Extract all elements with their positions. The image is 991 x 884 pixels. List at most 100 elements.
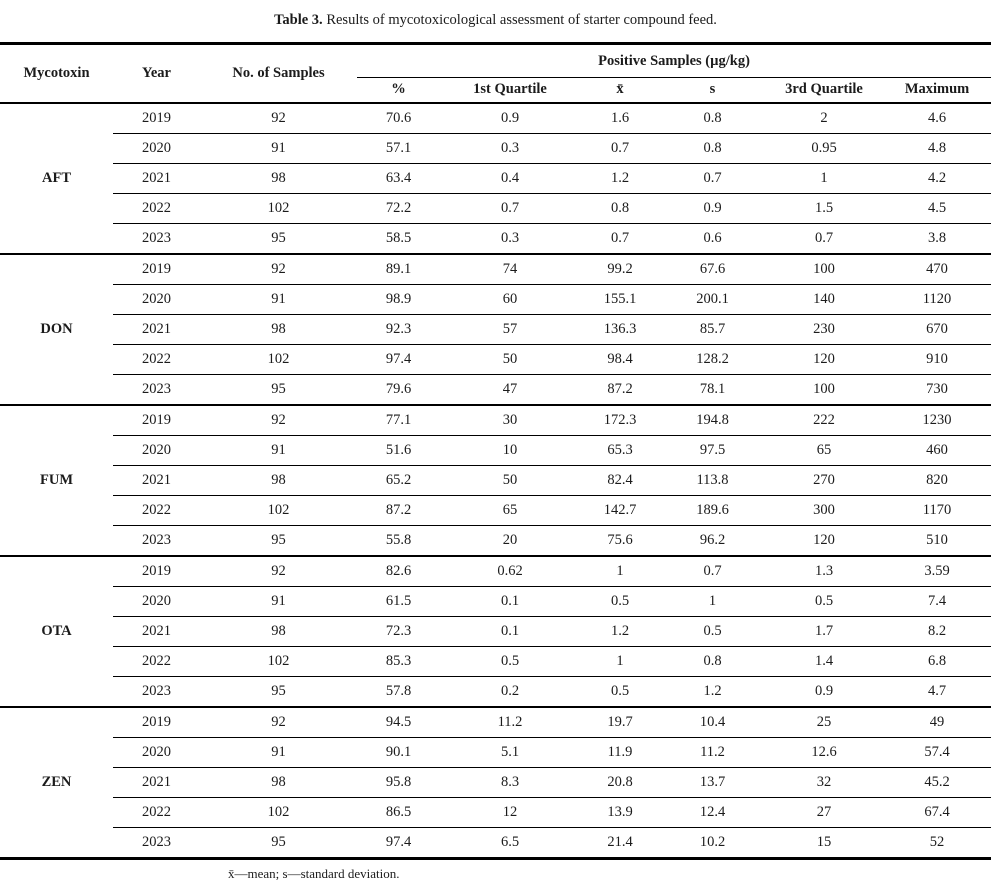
value-cell: 0.7 bbox=[580, 132, 660, 163]
value-cell: 49 bbox=[883, 705, 991, 737]
value-cell: 99.2 bbox=[580, 252, 660, 284]
year-cell: 2019 bbox=[113, 403, 200, 435]
value-cell: 1120 bbox=[883, 283, 991, 314]
value-cell: 74 bbox=[440, 252, 580, 284]
table-row: 2023 95 97.4 6.5 21.4 10.2 15 52 bbox=[0, 826, 991, 858]
table-row: 2021 98 95.8 8.3 20.8 13.7 32 45.2 bbox=[0, 766, 991, 797]
year-cell: 2019 bbox=[113, 101, 200, 133]
value-cell: 58.5 bbox=[357, 222, 440, 254]
value-cell: 11.2 bbox=[440, 705, 580, 737]
value-cell: 57 bbox=[440, 313, 580, 344]
value-cell: 60 bbox=[440, 283, 580, 314]
table-row: 2022 102 87.2 65 142.7 189.6 300 1170 bbox=[0, 494, 991, 525]
value-cell: 1 bbox=[660, 585, 765, 616]
value-cell: 230 bbox=[765, 313, 883, 344]
year-cell: 2023 bbox=[113, 524, 200, 556]
value-cell: 102 bbox=[200, 796, 357, 827]
value-cell: 128.2 bbox=[660, 343, 765, 374]
value-cell: 1.2 bbox=[580, 162, 660, 193]
value-cell: 92 bbox=[200, 403, 357, 435]
value-cell: 1.7 bbox=[765, 615, 883, 646]
value-cell: 194.8 bbox=[660, 403, 765, 435]
value-cell: 10 bbox=[440, 434, 580, 465]
value-cell: 98 bbox=[200, 766, 357, 797]
value-cell: 94.5 bbox=[357, 705, 440, 737]
value-cell: 92.3 bbox=[357, 313, 440, 344]
value-cell: 65 bbox=[440, 494, 580, 525]
value-cell: 91 bbox=[200, 132, 357, 163]
col-header-positive-samples: Positive Samples (µg/kg) bbox=[357, 43, 991, 78]
table-row: 2022 102 85.3 0.5 1 0.8 1.4 6.8 bbox=[0, 645, 991, 676]
year-cell: 2023 bbox=[113, 373, 200, 405]
value-cell: 65.2 bbox=[357, 464, 440, 495]
value-cell: 102 bbox=[200, 192, 357, 223]
value-cell: 270 bbox=[765, 464, 883, 495]
value-cell: 11.2 bbox=[660, 736, 765, 767]
value-cell: 4.2 bbox=[883, 162, 991, 193]
value-cell: 140 bbox=[765, 283, 883, 314]
value-cell: 0.7 bbox=[580, 222, 660, 254]
year-cell: 2021 bbox=[113, 464, 200, 495]
table-row: 2021 98 92.3 57 136.3 85.7 230 670 bbox=[0, 313, 991, 344]
year-cell: 2022 bbox=[113, 645, 200, 676]
value-cell: 12.4 bbox=[660, 796, 765, 827]
value-cell: 89.1 bbox=[357, 252, 440, 284]
value-cell: 1.3 bbox=[765, 554, 883, 586]
value-cell: 910 bbox=[883, 343, 991, 374]
value-cell: 1 bbox=[580, 554, 660, 586]
value-cell: 97.5 bbox=[660, 434, 765, 465]
value-cell: 97.4 bbox=[357, 343, 440, 374]
value-cell: 19.7 bbox=[580, 705, 660, 737]
value-cell: 25 bbox=[765, 705, 883, 737]
table-body: AFT 2019 92 70.6 0.9 1.6 0.8 2 4.6 2020 91 57.1 0.3 0… bbox=[0, 101, 991, 858]
value-cell: 95 bbox=[200, 373, 357, 405]
value-cell: 0.8 bbox=[660, 101, 765, 133]
value-cell: 1.6 bbox=[580, 101, 660, 133]
value-cell: 4.5 bbox=[883, 192, 991, 223]
year-cell: 2022 bbox=[113, 343, 200, 374]
value-cell: 3.59 bbox=[883, 554, 991, 586]
value-cell: 1170 bbox=[883, 494, 991, 525]
value-cell: 30 bbox=[440, 403, 580, 435]
value-cell: 0.1 bbox=[440, 615, 580, 646]
value-cell: 0.9 bbox=[660, 192, 765, 223]
value-cell: 12 bbox=[440, 796, 580, 827]
value-cell: 63.4 bbox=[357, 162, 440, 193]
value-cell: 172.3 bbox=[580, 403, 660, 435]
value-cell: 57.1 bbox=[357, 132, 440, 163]
value-cell: 52 bbox=[883, 826, 991, 858]
mycotoxin-group-label: AFT bbox=[0, 101, 113, 254]
value-cell: 8.2 bbox=[883, 615, 991, 646]
value-cell: 77.1 bbox=[357, 403, 440, 435]
value-cell: 0.9 bbox=[765, 675, 883, 707]
year-cell: 2021 bbox=[113, 615, 200, 646]
value-cell: 222 bbox=[765, 403, 883, 435]
year-cell: 2022 bbox=[113, 796, 200, 827]
value-cell: 11.9 bbox=[580, 736, 660, 767]
year-cell: 2022 bbox=[113, 192, 200, 223]
value-cell: 1 bbox=[580, 645, 660, 676]
year-cell: 2021 bbox=[113, 313, 200, 344]
value-cell: 136.3 bbox=[580, 313, 660, 344]
subcol-header-sd: s bbox=[660, 77, 765, 104]
value-cell: 95 bbox=[200, 826, 357, 858]
value-cell: 0.6 bbox=[660, 222, 765, 254]
value-cell: 51.6 bbox=[357, 434, 440, 465]
value-cell: 0.62 bbox=[440, 554, 580, 586]
value-cell: 100 bbox=[765, 252, 883, 284]
value-cell: 95 bbox=[200, 222, 357, 254]
year-cell: 2020 bbox=[113, 132, 200, 163]
value-cell: 189.6 bbox=[660, 494, 765, 525]
value-cell: 0.4 bbox=[440, 162, 580, 193]
value-cell: 70.6 bbox=[357, 101, 440, 133]
year-cell: 2021 bbox=[113, 162, 200, 193]
table-row: 2022 102 97.4 50 98.4 128.2 120 910 bbox=[0, 343, 991, 374]
year-cell: 2020 bbox=[113, 585, 200, 616]
subcol-header-1st-quartile: 1st Quartile bbox=[440, 77, 580, 104]
value-cell: 0.2 bbox=[440, 675, 580, 707]
subcol-header-percent: % bbox=[357, 77, 440, 104]
value-cell: 98 bbox=[200, 615, 357, 646]
value-cell: 4.8 bbox=[883, 132, 991, 163]
value-cell: 13.7 bbox=[660, 766, 765, 797]
